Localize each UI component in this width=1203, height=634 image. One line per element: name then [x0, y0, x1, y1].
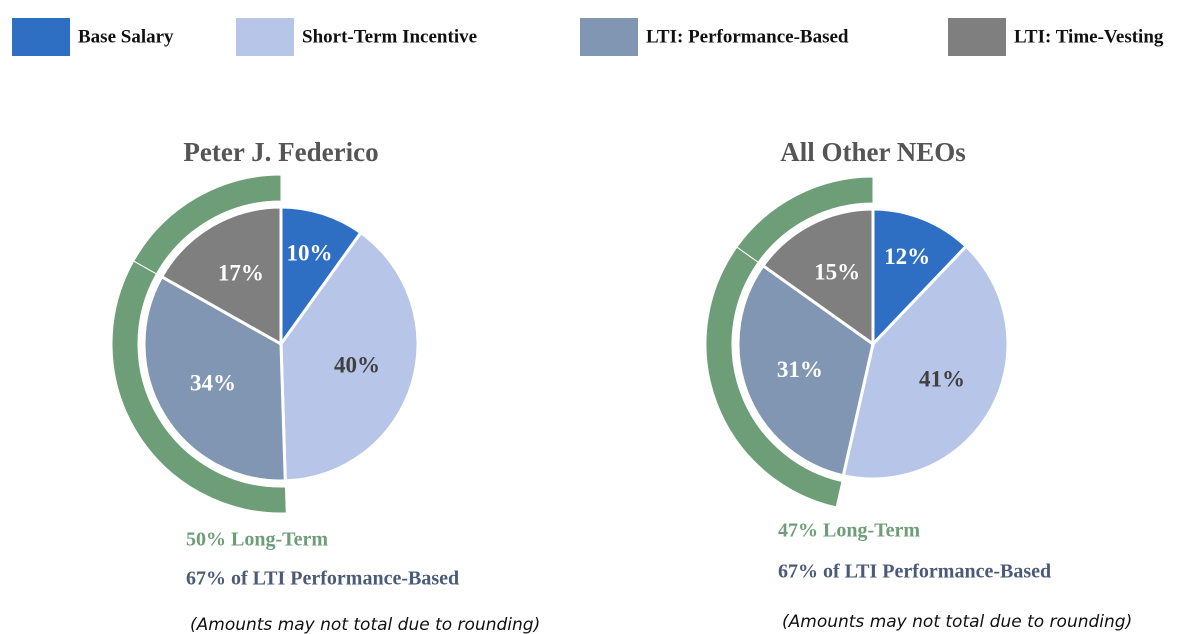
annotation: 67% of LTI Performance-Based [186, 568, 459, 590]
legend-label: Short-Term Incentive [302, 26, 477, 47]
annotation: 67% of LTI Performance-Based [778, 561, 1051, 583]
legend-label: LTI: Time-Vesting [1014, 26, 1164, 47]
legend-swatch [12, 18, 70, 56]
pie-slice [760, 207, 875, 347]
legend-label: Base Salary [78, 26, 174, 47]
slice-label: 15% [814, 260, 860, 285]
slice-label: 34% [190, 370, 236, 395]
pie-slice [279, 230, 420, 483]
annotation: (Amounts may not total due to rounding) [782, 612, 1132, 632]
annotation: (Amounts may not total due to rounding) [190, 615, 540, 634]
chart-title: Peter J. Federico [183, 137, 378, 167]
annotation: 50% Long-Term [186, 529, 328, 551]
slice-label: 40% [334, 352, 380, 377]
slice-label: 12% [884, 244, 930, 269]
pie-slice [871, 207, 969, 348]
pie-slice [736, 263, 875, 478]
legend-swatch [236, 18, 294, 56]
pie-slice [279, 205, 363, 349]
slice-label: 31% [777, 357, 823, 382]
chart-title: All Other NEOs [780, 137, 966, 167]
legend-swatch [580, 18, 638, 56]
long-term-ring [133, 174, 282, 275]
long-term-ring [736, 176, 874, 263]
annotation: 47% Long-Term [778, 520, 920, 542]
legend-label: LTI: Performance-Based [646, 26, 849, 47]
legend-swatch [948, 18, 1006, 56]
slice-label: 17% [218, 261, 264, 286]
slice-label: 10% [287, 241, 333, 266]
pie-slice [841, 244, 1010, 481]
pie-slice [159, 205, 283, 347]
slice-label: 41% [919, 366, 965, 391]
